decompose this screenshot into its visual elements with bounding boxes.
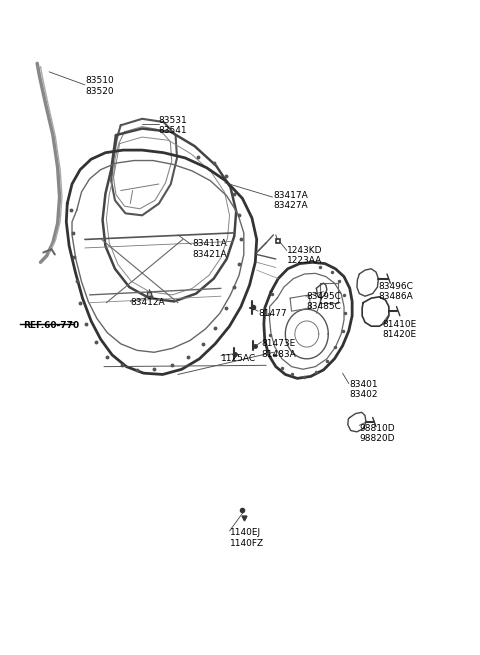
Text: 1243KD
1223AA: 1243KD 1223AA [287, 246, 322, 265]
Text: 83531
83541: 83531 83541 [159, 115, 188, 135]
Text: 83411A
83421A: 83411A 83421A [192, 240, 227, 259]
Text: 83417A
83427A: 83417A 83427A [274, 191, 308, 210]
Text: 98810D
98820D: 98810D 98820D [360, 424, 395, 443]
Text: 81477: 81477 [258, 309, 287, 318]
Text: 83401
83402: 83401 83402 [350, 380, 378, 399]
Text: 81410E
81420E: 81410E 81420E [382, 320, 417, 339]
Text: 83495C
83485C: 83495C 83485C [307, 291, 342, 311]
Text: 83510
83520: 83510 83520 [85, 77, 114, 96]
Text: 81473E
81483A: 81473E 81483A [262, 339, 296, 359]
Text: 83496C
83486A: 83496C 83486A [378, 282, 413, 301]
Text: 1125AC: 1125AC [221, 354, 256, 363]
Text: 83412A: 83412A [130, 298, 165, 307]
Text: 1140EJ
1140FZ: 1140EJ 1140FZ [229, 529, 264, 548]
Text: REF.60-770: REF.60-770 [23, 321, 79, 330]
